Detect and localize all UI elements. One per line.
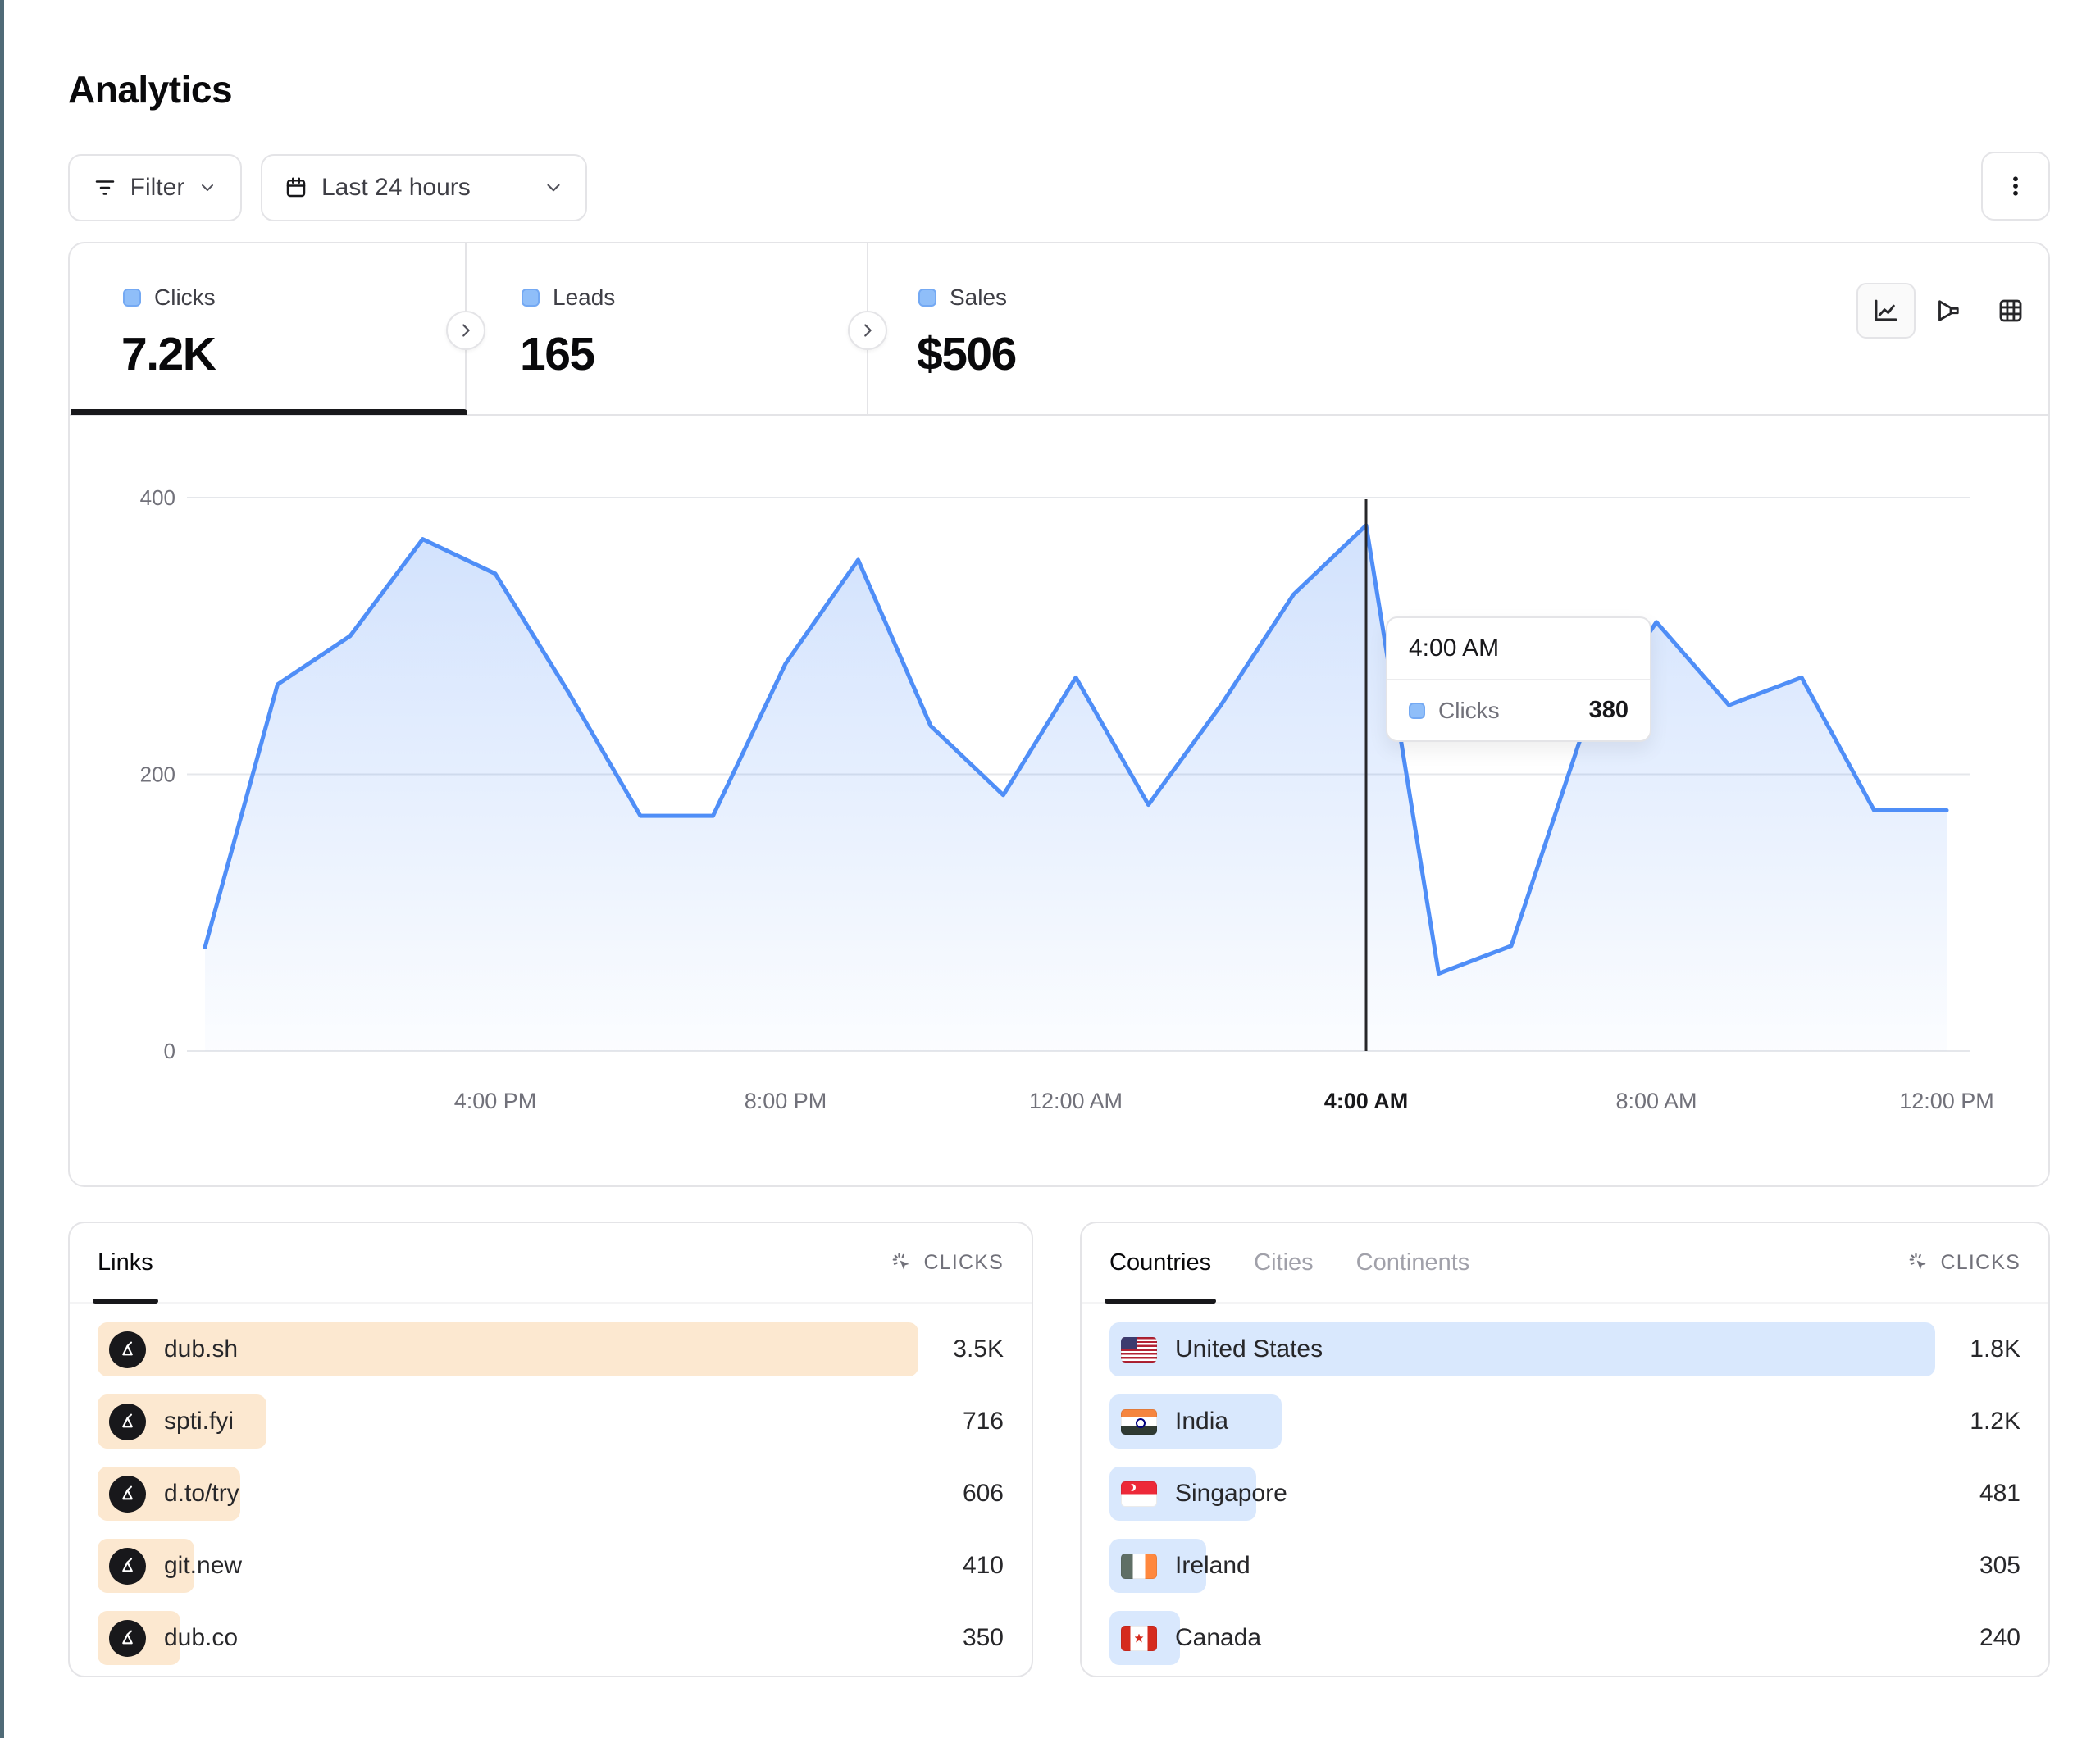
list-item-value: 410: [962, 1552, 1004, 1579]
list-item[interactable]: Canada 240: [1109, 1611, 2020, 1665]
list-item-value: 481: [1979, 1480, 2020, 1507]
links-metric-label: CLICKS: [923, 1250, 1004, 1274]
list-item-label: d.to/try: [164, 1480, 239, 1507]
list-item-label: dub.co: [164, 1624, 239, 1651]
list-item[interactable]: d.to/try 606: [98, 1467, 1004, 1521]
dub-logo-icon: [109, 1475, 146, 1513]
list-item-label: git.new: [164, 1552, 243, 1579]
clicks-bar: [98, 1322, 918, 1376]
list-item[interactable]: dub.sh 3.5K: [98, 1322, 1004, 1376]
list-item-label: United States: [1175, 1335, 1323, 1363]
funnel-view-button[interactable]: [1919, 283, 1978, 339]
filter-button-label: Filter: [130, 174, 185, 201]
list-item[interactable]: dub.co 350: [98, 1611, 1004, 1665]
in-flag-icon: [1121, 1408, 1157, 1435]
list-item-value: 350: [962, 1624, 1004, 1651]
cursor-click-icon: [891, 1251, 913, 1274]
dub-logo-icon: [109, 1403, 146, 1440]
sales-legend-chip: [918, 289, 936, 307]
list-item[interactable]: Ireland 305: [1109, 1539, 2020, 1593]
tab-continents-label: Continents: [1355, 1249, 1470, 1276]
us-flag-icon: [1121, 1336, 1157, 1363]
table-grid-icon: [1996, 296, 2025, 325]
calendar-icon: [284, 175, 308, 200]
tab-continents[interactable]: Continents: [1356, 1223, 1470, 1302]
list-item[interactable]: git.new 410: [98, 1539, 1004, 1593]
tooltip-time: 4:00 AM: [1387, 618, 1650, 680]
list-item[interactable]: India 1.2K: [1109, 1394, 2020, 1449]
page-left-edge-strip: [0, 0, 4, 1738]
filter-icon: [93, 175, 117, 200]
list-item-label: Ireland: [1175, 1552, 1250, 1579]
date-range-button[interactable]: Last 24 hours: [261, 154, 587, 221]
clicks-stat-label: Clicks: [154, 284, 216, 310]
countries-metric-label: CLICKS: [1940, 1250, 2020, 1274]
stats-row: Clicks 7.2K Leads 165 Sales $506: [70, 243, 2048, 416]
tooltip-series-label: Clicks: [1438, 697, 1500, 723]
sg-flag-icon: [1121, 1481, 1157, 1507]
chart-tooltip: 4:00 AM Clicks 380: [1386, 616, 1651, 742]
list-item-label: spti.fyi: [164, 1408, 235, 1435]
leads-stat-value: 165: [520, 328, 595, 380]
list-item[interactable]: Singapore 481: [1109, 1467, 2020, 1521]
list-item-value: 1.8K: [1970, 1335, 2020, 1363]
list-item[interactable]: spti.fyi 716: [98, 1394, 1004, 1449]
dub-logo-icon: [109, 1331, 146, 1368]
filter-button[interactable]: Filter: [68, 154, 242, 221]
tab-countries[interactable]: Countries: [1104, 1223, 1217, 1304]
tab-leads[interactable]: Leads 165: [466, 243, 868, 416]
countries-panel: Countries Cities Continents CLICKS Unite…: [1080, 1222, 2050, 1677]
list-item-value: 606: [962, 1480, 1004, 1507]
date-range-label: Last 24 hours: [321, 174, 471, 201]
tab-links-label: Links: [98, 1249, 153, 1276]
ca-flag-icon: [1121, 1625, 1157, 1651]
clicks-legend-chip: [123, 289, 141, 307]
sales-stat-label: Sales: [950, 284, 1008, 310]
clicks-legend-chip: [1409, 702, 1425, 719]
list-item-value: 3.5K: [953, 1335, 1004, 1363]
list-item-value: 305: [1979, 1552, 2020, 1579]
bar-track: [1109, 1394, 1935, 1449]
list-item-value: 716: [962, 1408, 1004, 1435]
chevron-down-icon: [198, 178, 217, 198]
list-item-label: Canada: [1175, 1624, 1262, 1651]
tab-sales[interactable]: Sales $506: [868, 243, 1278, 416]
dub-logo-icon: [109, 1547, 146, 1585]
links-panel: Links CLICKS dub.sh 3.5K spti.fyi 716 d.to/t…: [68, 1222, 1033, 1677]
cursor-click-icon: [1907, 1251, 1930, 1274]
bar-track: [98, 1322, 918, 1376]
tab-cities-label: Cities: [1254, 1249, 1314, 1276]
line-chart-view-button[interactable]: [1856, 283, 1916, 339]
chevron-down-icon: [543, 177, 564, 198]
kebab-menu-icon: [2003, 174, 2028, 198]
table-view-button[interactable]: [1981, 283, 2040, 339]
leads-stat-label: Leads: [553, 284, 616, 310]
clicks-bar: [1109, 1322, 1935, 1376]
ie-flag-icon: [1121, 1553, 1157, 1579]
more-options-button[interactable]: [1981, 152, 2050, 221]
analytics-chart-card: Clicks 7.2K Leads 165 Sales $506: [68, 242, 2050, 1187]
tab-cities[interactable]: Cities: [1254, 1223, 1314, 1302]
tab-clicks[interactable]: Clicks 7.2K: [70, 243, 466, 416]
tab-links[interactable]: Links: [93, 1223, 158, 1304]
sales-stat-value: $506: [917, 328, 1017, 380]
line-chart-icon: [1871, 296, 1901, 325]
bar-track: [1109, 1322, 1935, 1376]
list-item-label: dub.sh: [164, 1335, 239, 1363]
list-item-value: 240: [1979, 1624, 2020, 1651]
tooltip-value: 380: [1588, 697, 1629, 723]
list-item[interactable]: United States 1.8K: [1109, 1322, 2020, 1376]
list-item-label: Singapore: [1175, 1480, 1287, 1507]
expand-leads-chevron-button[interactable]: [848, 311, 887, 350]
expand-clicks-chevron-button[interactable]: [446, 311, 485, 350]
page-title: Analytics: [68, 68, 233, 111]
active-tab-underline: [71, 409, 467, 415]
tab-countries-label: Countries: [1109, 1249, 1212, 1276]
list-item-label: India: [1175, 1408, 1229, 1435]
clicks-stat-value: 7.2K: [121, 328, 216, 380]
list-item-value: 1.2K: [1970, 1408, 2020, 1435]
dub-logo-icon: [109, 1619, 146, 1657]
funnel-icon: [1934, 296, 1963, 325]
leads-legend-chip: [522, 289, 540, 307]
